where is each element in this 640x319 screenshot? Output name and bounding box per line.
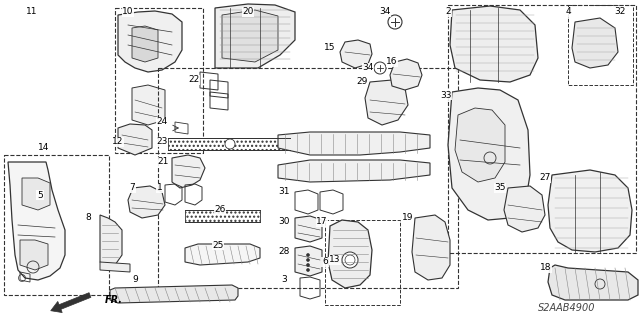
- Text: 23: 23: [156, 137, 168, 146]
- Polygon shape: [390, 59, 422, 90]
- Text: 21: 21: [157, 158, 169, 167]
- Circle shape: [307, 254, 310, 256]
- Text: 25: 25: [212, 241, 224, 249]
- Text: 31: 31: [278, 188, 290, 197]
- Text: 34: 34: [380, 8, 390, 17]
- Text: 13: 13: [329, 256, 340, 264]
- Polygon shape: [100, 215, 122, 268]
- Bar: [158, 68, 458, 288]
- Polygon shape: [548, 170, 632, 252]
- Polygon shape: [548, 265, 638, 300]
- Text: 5: 5: [37, 190, 43, 199]
- Text: 8: 8: [85, 213, 91, 222]
- Polygon shape: [365, 80, 408, 125]
- Text: 30: 30: [278, 218, 290, 226]
- FancyArrow shape: [51, 293, 91, 313]
- Bar: [448, 5, 636, 253]
- Text: 6: 6: [322, 257, 328, 266]
- Text: 15: 15: [324, 43, 336, 53]
- Polygon shape: [8, 162, 65, 280]
- Text: 26: 26: [214, 205, 226, 214]
- Text: 27: 27: [540, 174, 550, 182]
- Polygon shape: [118, 124, 152, 155]
- Polygon shape: [450, 6, 538, 82]
- Polygon shape: [295, 216, 322, 242]
- Text: 10: 10: [122, 8, 134, 17]
- Text: 29: 29: [356, 78, 368, 86]
- Polygon shape: [278, 160, 430, 182]
- Polygon shape: [278, 132, 430, 155]
- Text: S2AAB4900: S2AAB4900: [538, 303, 595, 313]
- Polygon shape: [100, 262, 130, 272]
- Text: 2: 2: [445, 8, 451, 17]
- Bar: [568, 5, 633, 85]
- Polygon shape: [22, 178, 50, 210]
- Text: 11: 11: [26, 8, 38, 17]
- Text: 35: 35: [494, 183, 506, 192]
- Circle shape: [307, 269, 310, 271]
- Text: FR.: FR.: [105, 295, 123, 305]
- Polygon shape: [128, 186, 165, 218]
- Polygon shape: [412, 215, 450, 280]
- Polygon shape: [448, 88, 530, 220]
- Polygon shape: [185, 244, 260, 265]
- Text: 24: 24: [156, 117, 168, 127]
- Circle shape: [307, 258, 310, 262]
- Bar: [325, 220, 400, 305]
- Text: 33: 33: [440, 91, 452, 100]
- Circle shape: [388, 15, 402, 29]
- Circle shape: [342, 252, 358, 268]
- Text: 9: 9: [132, 276, 138, 285]
- Polygon shape: [222, 10, 278, 62]
- Polygon shape: [504, 186, 545, 232]
- Text: 22: 22: [188, 76, 200, 85]
- Text: 1: 1: [157, 183, 163, 192]
- Text: 19: 19: [403, 213, 413, 222]
- Circle shape: [374, 62, 386, 74]
- Text: 34: 34: [362, 63, 374, 72]
- Text: 7: 7: [129, 183, 135, 192]
- Polygon shape: [172, 155, 205, 188]
- Circle shape: [307, 263, 310, 266]
- Polygon shape: [132, 85, 165, 125]
- Text: 18: 18: [540, 263, 552, 272]
- Polygon shape: [572, 18, 618, 68]
- Polygon shape: [110, 285, 238, 303]
- Text: 28: 28: [278, 248, 290, 256]
- Polygon shape: [132, 26, 158, 62]
- Bar: [168, 138, 290, 150]
- Text: 12: 12: [112, 137, 124, 146]
- Polygon shape: [20, 240, 48, 270]
- Text: 16: 16: [387, 57, 397, 66]
- Text: 20: 20: [243, 8, 253, 17]
- Bar: [115, 8, 203, 153]
- Polygon shape: [455, 108, 505, 182]
- Text: 4: 4: [565, 8, 571, 17]
- Polygon shape: [215, 4, 295, 68]
- Bar: [185, 210, 260, 222]
- Polygon shape: [118, 11, 182, 72]
- Polygon shape: [295, 246, 322, 276]
- Circle shape: [225, 139, 235, 149]
- Text: 14: 14: [38, 144, 50, 152]
- Polygon shape: [340, 40, 372, 68]
- Bar: [4, 155, 109, 295]
- Text: 3: 3: [281, 276, 287, 285]
- Text: 32: 32: [614, 8, 626, 17]
- Text: 17: 17: [316, 218, 328, 226]
- Polygon shape: [328, 220, 372, 288]
